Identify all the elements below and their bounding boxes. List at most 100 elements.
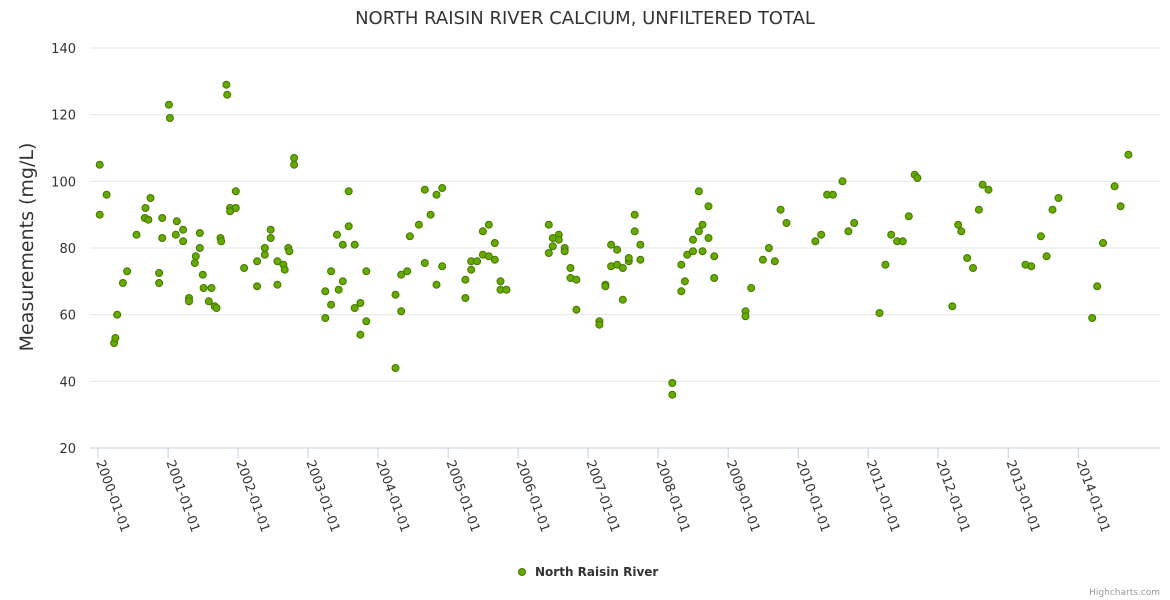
data-point-46[interactable] xyxy=(260,250,269,259)
data-point-153[interactable] xyxy=(782,219,791,227)
data-point-73[interactable] xyxy=(362,317,371,326)
credits-link[interactable]: Highcharts.com xyxy=(1089,588,1160,598)
data-point-66[interactable] xyxy=(344,222,353,231)
data-point-130[interactable] xyxy=(668,379,677,387)
data-point-144[interactable] xyxy=(710,274,719,282)
data-point-110[interactable] xyxy=(566,264,575,272)
data-point-147[interactable] xyxy=(741,312,750,321)
data-point-36[interactable] xyxy=(217,237,226,246)
data-point-142[interactable] xyxy=(704,234,713,242)
data-point-166[interactable] xyxy=(904,212,913,221)
data-point-10[interactable] xyxy=(141,204,150,212)
data-point-168[interactable] xyxy=(913,174,922,182)
data-point-103[interactable] xyxy=(544,249,553,257)
data-point-137[interactable] xyxy=(689,235,697,244)
data-point-98[interactable] xyxy=(490,239,499,247)
data-point-16[interactable] xyxy=(158,234,167,242)
data-point-34[interactable] xyxy=(212,304,221,312)
data-points[interactable] xyxy=(95,80,1133,399)
data-point-120[interactable] xyxy=(613,245,622,254)
data-point-188[interactable] xyxy=(1124,150,1133,159)
data-point-12[interactable] xyxy=(146,194,155,202)
data-point-37[interactable] xyxy=(222,80,231,89)
data-point-74[interactable] xyxy=(391,364,400,372)
data-point-165[interactable] xyxy=(898,237,907,246)
data-point-53[interactable] xyxy=(280,265,289,274)
data-point-161[interactable] xyxy=(875,309,884,317)
data-point-0[interactable] xyxy=(95,160,104,169)
data-point-117[interactable] xyxy=(601,282,610,291)
data-point-109[interactable] xyxy=(560,247,569,256)
data-point-14[interactable] xyxy=(155,279,164,287)
data-point-20[interactable] xyxy=(172,217,181,226)
data-point-68[interactable] xyxy=(350,240,359,249)
data-point-163[interactable] xyxy=(887,230,896,239)
legend[interactable]: North Raisin River xyxy=(518,565,659,579)
data-point-184[interactable] xyxy=(1093,282,1102,291)
data-point-119[interactable] xyxy=(607,240,616,249)
data-point-25[interactable] xyxy=(190,259,199,267)
data-point-96[interactable] xyxy=(484,220,493,229)
data-point-107[interactable] xyxy=(554,235,563,244)
data-point-85[interactable] xyxy=(432,190,441,199)
data-point-151[interactable] xyxy=(770,257,779,266)
data-point-21[interactable] xyxy=(179,225,188,234)
data-point-29[interactable] xyxy=(198,270,207,279)
data-point-95[interactable] xyxy=(484,252,493,261)
data-point-127[interactable] xyxy=(630,227,639,236)
data-point-138[interactable] xyxy=(694,227,703,236)
data-point-82[interactable] xyxy=(420,259,429,267)
data-point-159[interactable] xyxy=(844,227,853,236)
data-point-150[interactable] xyxy=(764,244,773,252)
data-point-140[interactable] xyxy=(698,220,707,229)
data-point-186[interactable] xyxy=(1110,182,1119,191)
data-point-51[interactable] xyxy=(273,280,282,289)
data-point-157[interactable] xyxy=(828,190,837,199)
data-point-8[interactable] xyxy=(132,230,141,239)
data-point-57[interactable] xyxy=(290,160,299,169)
data-point-19[interactable] xyxy=(171,230,180,239)
data-point-155[interactable] xyxy=(817,230,826,239)
data-point-99[interactable] xyxy=(496,277,505,286)
data-point-72[interactable] xyxy=(362,267,371,276)
data-point-22[interactable] xyxy=(179,237,188,246)
data-point-90[interactable] xyxy=(467,265,476,274)
data-point-185[interactable] xyxy=(1099,239,1107,247)
data-point-30[interactable] xyxy=(199,284,208,292)
data-point-172[interactable] xyxy=(963,254,972,262)
data-point-83[interactable] xyxy=(426,210,435,219)
data-point-59[interactable] xyxy=(321,287,330,296)
data-point-38[interactable] xyxy=(223,90,232,99)
data-point-92[interactable] xyxy=(473,257,482,266)
data-point-87[interactable] xyxy=(438,262,447,271)
data-point-113[interactable] xyxy=(572,305,581,314)
data-point-62[interactable] xyxy=(333,230,341,239)
data-point-71[interactable] xyxy=(356,299,365,307)
data-point-77[interactable] xyxy=(397,270,406,279)
data-point-141[interactable] xyxy=(698,247,707,256)
data-point-102[interactable] xyxy=(544,220,553,229)
data-point-60[interactable] xyxy=(327,267,336,276)
data-point-27[interactable] xyxy=(195,244,204,252)
data-point-123[interactable] xyxy=(618,295,627,304)
data-point-84[interactable] xyxy=(432,280,441,289)
data-point-170[interactable] xyxy=(954,220,963,229)
data-point-136[interactable] xyxy=(689,247,697,256)
data-point-149[interactable] xyxy=(758,255,767,264)
data-point-181[interactable] xyxy=(1048,205,1057,214)
data-point-15[interactable] xyxy=(158,214,167,222)
data-point-129[interactable] xyxy=(636,255,645,264)
data-point-63[interactable] xyxy=(334,285,343,294)
data-point-61[interactable] xyxy=(327,300,336,309)
data-point-183[interactable] xyxy=(1088,314,1097,322)
data-point-169[interactable] xyxy=(948,302,957,311)
data-point-50[interactable] xyxy=(273,257,282,266)
data-point-180[interactable] xyxy=(1042,252,1051,261)
data-point-2[interactable] xyxy=(102,190,111,199)
data-point-86[interactable] xyxy=(438,184,447,192)
data-point-18[interactable] xyxy=(165,114,174,122)
data-point-49[interactable] xyxy=(266,234,275,242)
data-point-135[interactable] xyxy=(683,250,692,259)
data-point-143[interactable] xyxy=(704,202,713,211)
data-point-139[interactable] xyxy=(694,187,703,196)
